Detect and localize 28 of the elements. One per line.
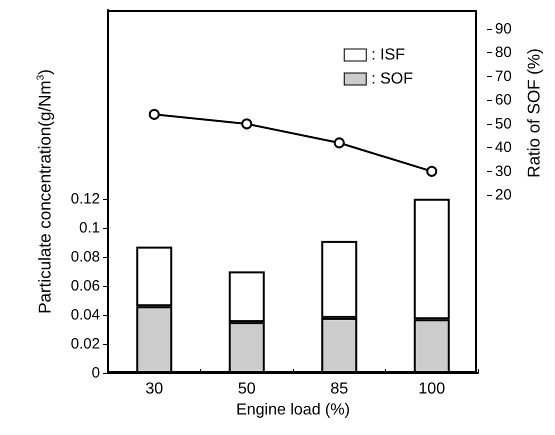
y2-tick-label: 50 — [495, 115, 512, 132]
point — [241, 118, 252, 130]
x-tick-label: 85 — [330, 380, 348, 398]
y2-tick-label: 70 — [495, 68, 512, 85]
x-tick-label: 100 — [418, 380, 446, 398]
y-tick-label: 0.06 — [70, 277, 100, 294]
legend-label: : SOF — [371, 70, 414, 88]
x-tick-label: 30 — [145, 380, 164, 398]
y2-tick-label: 90 — [495, 20, 512, 38]
y-tick-label: 0.08 — [70, 248, 100, 266]
y-tick-label: 0.12 — [70, 190, 100, 208]
y-tick-label: 0.04 — [70, 306, 100, 324]
legend-label: : ISF — [371, 46, 406, 64]
y-tick-label: 0.1 — [79, 219, 100, 236]
y-tick-label: 0 — [92, 364, 100, 382]
y2-tick-label: 40 — [495, 139, 512, 156]
point — [148, 108, 160, 120]
y-tick-label: 0.02 — [70, 335, 100, 352]
point — [334, 137, 345, 148]
y2-tick-label: 20 — [495, 186, 512, 204]
y2-tick-label: 60 — [495, 92, 512, 109]
y-axis-title: Particulate concentration(g/Nm3) — [36, 69, 54, 314]
y2-axis-title: Ratio of SOF (%) — [524, 48, 544, 178]
y2-tick-label: 30 — [495, 162, 512, 180]
point — [426, 166, 438, 177]
x-tick-label: 50 — [238, 380, 256, 398]
x-axis-title: Engine load (%) — [236, 401, 350, 418]
y2-tick-label: 80 — [495, 44, 512, 62]
